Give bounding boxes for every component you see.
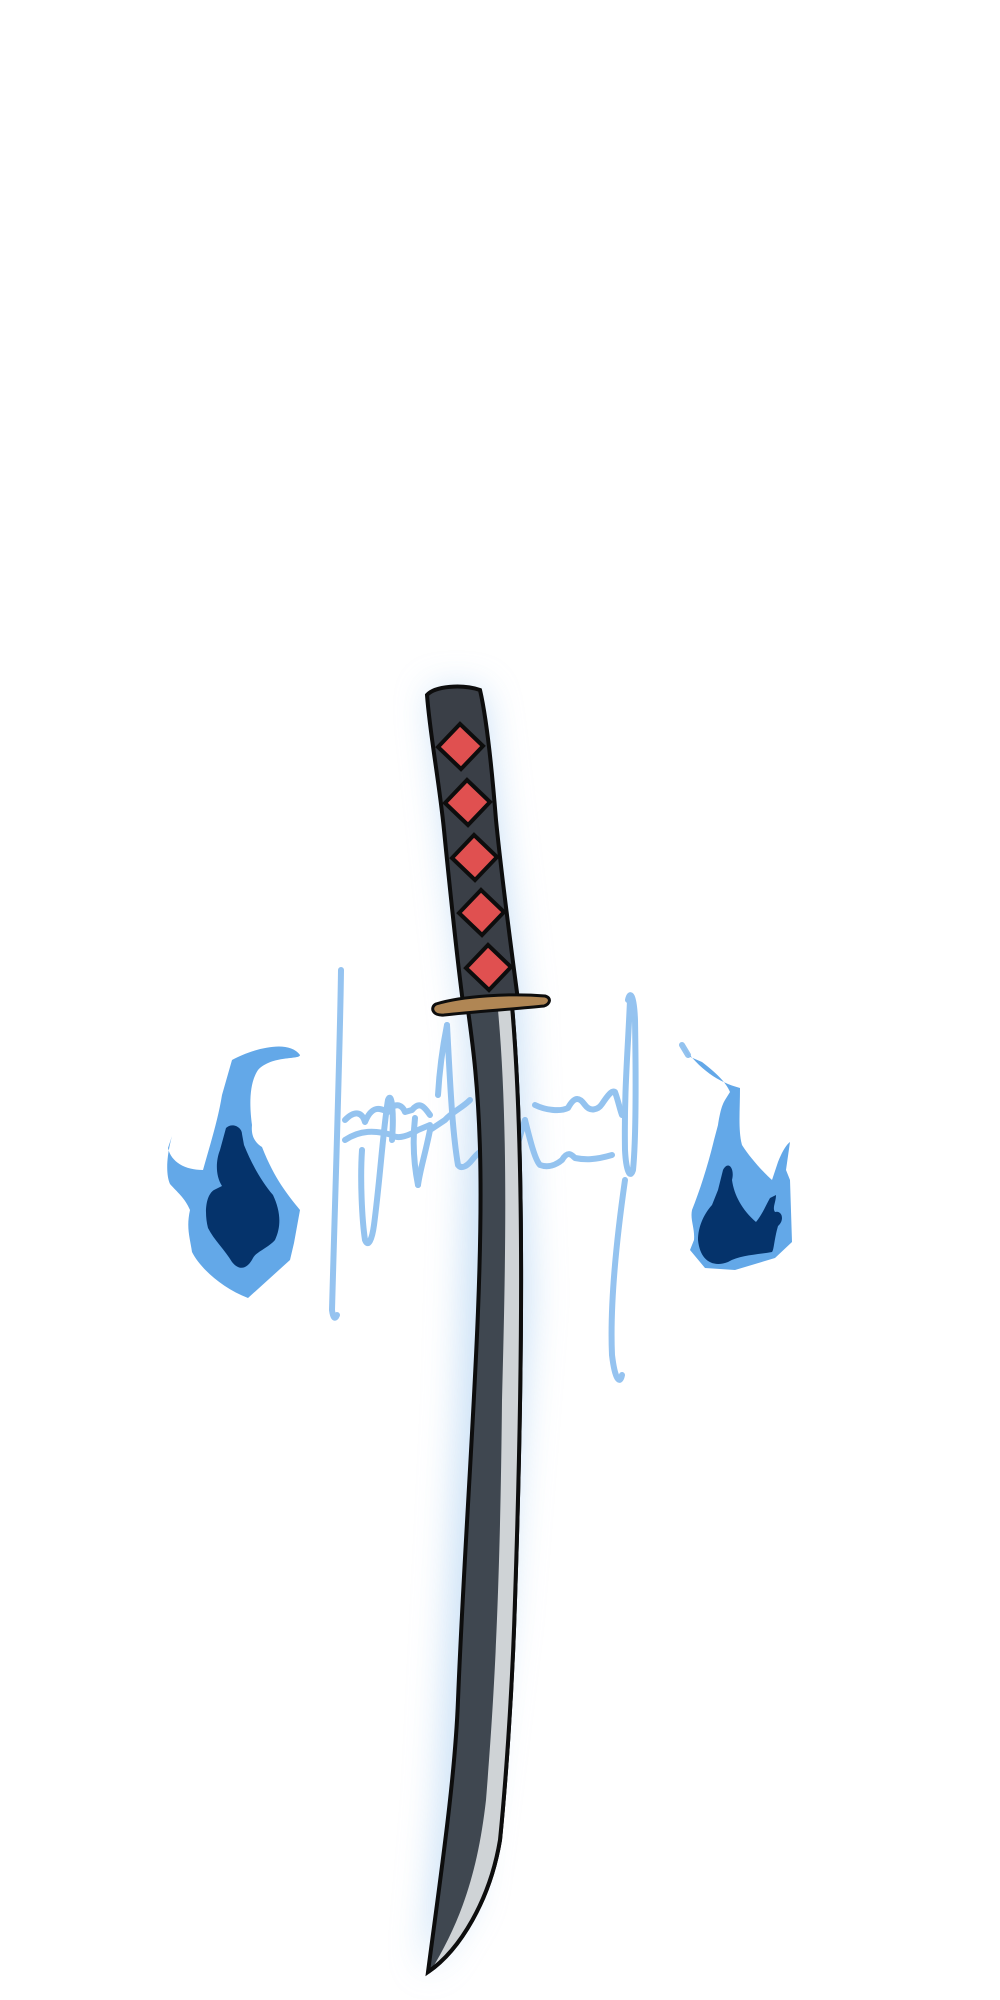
- blue-flame-icon: [167, 1046, 300, 1298]
- sword-blade: [425, 1002, 524, 1977]
- katana-icon: [424, 684, 551, 1977]
- handle-diamond: [456, 887, 507, 938]
- handle-wrap-diamonds: [435, 721, 514, 993]
- handle-diamond: [449, 832, 500, 883]
- handle-diamond: [435, 721, 486, 772]
- sword-handle: [424, 684, 521, 1006]
- blue-flame-icon-right: [682, 1045, 792, 1270]
- sword-guard: [431, 993, 551, 1017]
- handle-diamond: [463, 942, 514, 993]
- handle-diamond: [442, 777, 493, 828]
